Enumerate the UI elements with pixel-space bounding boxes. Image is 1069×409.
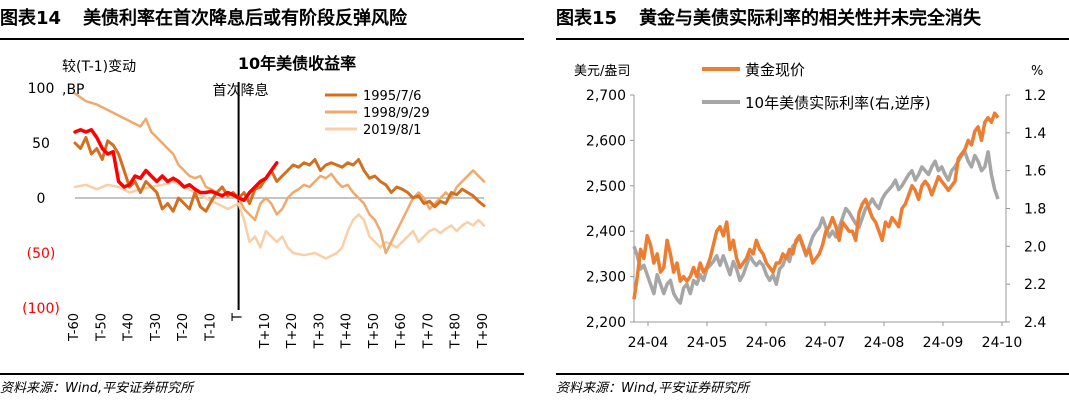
x-tick-label: T-40 — [122, 313, 137, 342]
left-tick-label: 2,500 — [586, 179, 626, 195]
legend-label-real-rate: 10年美债实际利率(右,逆序) — [745, 94, 931, 112]
legend-label-gold: 黄金现价 — [745, 61, 805, 79]
legend-label-0: 1995/7/6 — [363, 89, 421, 104]
x-tick-label: 24-09 — [923, 335, 964, 351]
x-tick-label: T+10 — [258, 313, 273, 349]
x-tick-label: 24-05 — [687, 335, 728, 351]
y-tick-label: 50 — [32, 136, 50, 152]
x-tick-label: 24-06 — [746, 335, 787, 351]
figure-14-source: 资料来源：Wind,平安证券研究所 — [0, 381, 194, 396]
x-tick-label: T+70 — [421, 313, 436, 349]
treasury-yield-chart-svg: 较(T-1)变动 ,BP 10年美债收益率 100 50 0 (50) (100) 首次降息 19… — [22, 54, 491, 349]
figure-14-number: 图表14 — [0, 8, 62, 29]
figure-15-top-rule — [556, 38, 1069, 40]
gold-vs-real-rate-chart: 美元/盎司% 2,200 2,300 2,400 2,500 2,600 2,700 1.2 1… — [556, 40, 1069, 373]
left-tick-label: 2,400 — [586, 224, 626, 240]
right-tick-label: 1.4 — [1024, 126, 1046, 142]
series-line-2 — [73, 180, 486, 260]
x-tick-label: T-10 — [203, 313, 218, 342]
x-tick-label: T+30 — [312, 313, 327, 349]
right-tick-label: 2.0 — [1024, 239, 1046, 255]
series-line-3 — [73, 128, 279, 202]
x-tick-label: T-30 — [149, 313, 164, 342]
left-tick-label: 2,300 — [586, 270, 626, 286]
y-axis-label-line1: 较(T-1)变动 — [62, 59, 136, 75]
figure-14-top-rule — [0, 38, 524, 40]
y-tick-label: (100) — [22, 301, 60, 317]
right-tick-label: 2.4 — [1024, 315, 1046, 331]
figure-15-source: 资料来源：Wind,平安证券研究所 — [556, 381, 750, 396]
x-tick-label: T-60 — [67, 313, 82, 342]
right-axis-unit: % — [1031, 64, 1043, 79]
x-tick-label: T+60 — [394, 313, 409, 349]
figure-14-title: 美债利率在首次降息后或有阶段反弹风险 — [83, 8, 408, 29]
gold-vs-real-rate-chart-svg: 美元/盎司 % 2,200 2,300 2,400 2,500 2,600 2,700 1.2 1… — [574, 61, 1046, 351]
left-axis-unit: 美元/盎司 — [574, 64, 630, 79]
figure-15-number: 图表15 — [556, 8, 618, 29]
y-tick-label: 0 — [37, 191, 46, 207]
x-tick-label: 24-08 — [864, 335, 905, 351]
figure-15-title: 黄金与美债实际利率的相关性并未完全消失 — [639, 8, 982, 29]
x-tick-label: 24-04 — [628, 335, 669, 351]
right-tick-label: 1.2 — [1024, 88, 1046, 104]
figure-14-bottom-rule — [0, 373, 524, 375]
x-tick-label: T — [231, 313, 246, 322]
x-tick-label: T+80 — [449, 313, 464, 349]
x-tick-label: T+20 — [285, 313, 300, 349]
series-line-0 — [73, 136, 486, 213]
series-line-1 — [73, 92, 486, 255]
y-axis-label-line2: ,BP — [62, 82, 85, 98]
x-tick-label: T+90 — [476, 313, 491, 349]
real-rate-line — [632, 150, 1000, 305]
x-tick-label: 24-07 — [805, 335, 846, 351]
figure-14: 图表14 美债利率在首次降息后或有阶段反弹风险 较(T-1)变动 ,BP 10年美债收… — [0, 0, 524, 409]
y-tick-label: 100 — [28, 81, 55, 97]
x-tick-label: T+50 — [367, 313, 382, 349]
gold-price-line — [632, 111, 1000, 300]
y-tick-label: (50) — [27, 246, 56, 262]
x-tick-label: T-50 — [94, 313, 109, 342]
legend-label-2: 2019/8/1 — [363, 123, 421, 138]
right-tick-label: 1.8 — [1024, 202, 1046, 218]
x-tick-label: T-20 — [176, 313, 191, 342]
right-tick-label: 2.2 — [1024, 277, 1046, 293]
left-tick-label: 2,600 — [586, 133, 626, 149]
left-tick-label: 2,200 — [586, 315, 626, 331]
rate-cut-annotation: 首次降息 — [213, 82, 269, 99]
x-tick-label: 24-10 — [982, 335, 1023, 351]
figure-15-bottom-rule — [556, 373, 1069, 375]
figure-14-title-bar: 图表14 美债利率在首次降息后或有阶段反弹风险 — [0, 2, 524, 36]
treasury-yield-chart: 较(T-1)变动 ,BP 10年美债收益率 100 50 0 (50) (100) 首次降息 19… — [0, 40, 524, 373]
left-tick-label: 2,700 — [586, 88, 626, 104]
legend-label-1: 1998/9/29 — [363, 106, 430, 121]
chart-title: 10年美债收益率 — [238, 54, 356, 73]
right-tick-label: 1.6 — [1024, 164, 1046, 180]
x-tick-label: T+40 — [340, 313, 355, 349]
figure-15-title-bar: 图表15 黄金与美债实际利率的相关性并未完全消失 — [556, 2, 1069, 36]
figure-15: 图表15 黄金与美债实际利率的相关性并未完全消失 美元/盎司% 2,200 2,300… — [556, 0, 1069, 409]
